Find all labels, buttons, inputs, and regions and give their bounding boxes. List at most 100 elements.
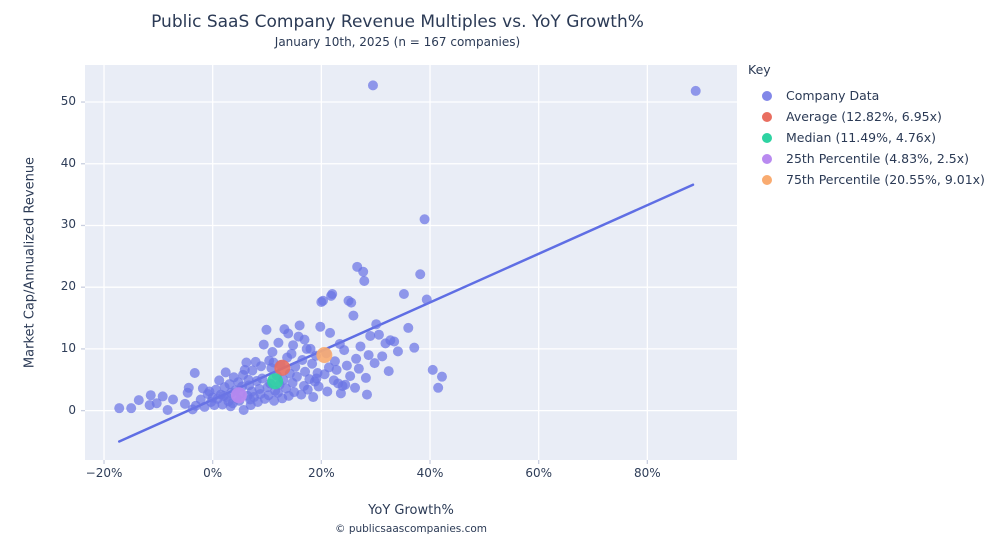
legend-item-label: 25th Percentile (4.83%, 2.5x) [786,151,970,166]
scatter-point[interactable] [322,386,333,397]
scatter-point[interactable] [290,361,301,372]
scatter-point[interactable] [371,319,382,330]
scatter-point[interactable] [300,366,311,377]
scatter-point[interactable] [345,371,356,382]
scatter-point[interactable] [403,322,414,333]
scatter-point[interactable] [151,398,162,409]
scatter-point[interactable] [331,364,342,375]
scatter-point[interactable] [323,362,334,373]
scatter-point[interactable] [346,297,357,308]
legend-item-average[interactable]: Average (12.82%, 6.95x) [748,106,985,127]
scatter-point[interactable] [315,321,326,332]
scatter-point[interactable] [317,295,328,306]
scatter-point[interactable] [258,339,269,350]
scatter-point[interactable] [238,405,249,416]
scatter-point[interactable] [257,373,268,384]
scatter-point[interactable] [360,372,371,383]
scatter-point[interactable] [283,328,294,339]
y-tick-label: 20 [60,279,76,294]
page-title: Public SaaS Company Revenue Multiples vs… [151,12,644,32]
scatter-point[interactable] [369,358,380,369]
scatter-point[interactable] [189,367,200,378]
scatter-point[interactable] [419,214,430,225]
scatter-point[interactable] [247,365,258,376]
scatter-point[interactable] [302,384,313,395]
scatter-point[interactable] [297,355,308,366]
scatter-point[interactable] [299,334,310,345]
scatter-point[interactable] [361,389,372,400]
scatter-point[interactable] [183,382,194,393]
scatter-point[interactable] [373,329,384,340]
scatter-point[interactable] [157,391,168,402]
marker-average[interactable] [274,359,291,376]
scatter-point[interactable] [305,343,316,354]
scatter-point[interactable] [409,342,420,353]
scatter-point[interactable] [389,336,400,347]
scatter-point[interactable] [358,266,369,277]
scatter-point[interactable] [162,405,173,416]
legend-marker-icon [762,132,772,143]
scatter-point[interactable] [313,381,324,392]
scatter-point[interactable] [220,367,231,378]
scatter-point[interactable] [179,398,190,409]
scatter-point[interactable] [145,390,156,401]
scatter-point[interactable] [340,379,351,390]
scatter-point[interactable] [690,85,701,96]
scatter-point[interactable] [351,353,362,364]
scatter-point[interactable] [126,403,137,414]
scatter-point[interactable] [291,371,302,382]
scatter-point[interactable] [383,366,394,377]
scatter-point[interactable] [427,364,438,375]
legend: Key Company Data Average (12.82%, 6.95x) M… [748,62,985,190]
scatter-point[interactable] [307,358,318,369]
scatter-point[interactable] [421,294,432,305]
legend-item-25th-percentile[interactable]: 25th Percentile (4.83%, 2.5x) [748,148,985,169]
scatter-point[interactable] [327,288,338,299]
scatter-point[interactable] [367,80,378,91]
scatter-point[interactable] [392,346,403,357]
scatter-point[interactable] [261,324,272,335]
legend-marker-icon [762,90,772,101]
scatter-point[interactable] [355,341,366,352]
scatter-point[interactable] [133,395,144,406]
marker-median[interactable] [267,373,284,390]
scatter-point[interactable] [325,327,336,338]
scatter-point[interactable] [288,340,299,351]
marker-25th-percentile[interactable] [230,387,247,404]
scatter-point[interactable] [339,345,350,356]
scatter-point[interactable] [214,375,225,386]
scatter-point[interactable] [195,394,206,405]
scatter-point[interactable] [269,395,280,406]
scatter-point[interactable] [168,394,179,405]
scatter-point[interactable] [294,320,305,331]
scatter-point[interactable] [308,392,319,403]
legend-item-median[interactable]: Median (11.49%, 4.76x) [748,127,985,148]
scatter-point[interactable] [267,346,278,357]
x-tick-label: 60% [525,466,552,480]
scatter-point[interactable] [350,382,361,393]
scatter-point[interactable] [341,360,352,371]
scatter-point[interactable] [415,269,426,280]
scatter-point[interactable] [329,356,340,367]
legend-item-company-data[interactable]: Company Data [748,85,985,106]
scatter-point[interactable] [359,276,370,287]
scatter-point[interactable] [114,403,125,414]
scatter-point[interactable] [433,382,444,393]
scatter-point[interactable] [273,337,284,348]
y-tick-label: 50 [60,94,76,109]
x-tick-label: 40% [416,466,444,480]
scatter-point[interactable] [377,351,388,362]
scatter-point[interactable] [256,361,267,372]
scatter-point[interactable] [436,371,447,382]
marker-75th-percentile[interactable] [316,347,333,364]
scatter-point[interactable] [398,288,409,299]
legend-item-75th-percentile[interactable]: 75th Percentile (20.55%, 9.01x) [748,169,985,190]
scatter-point[interactable] [286,348,297,359]
scatter-point[interactable] [365,330,376,341]
legend-item-label: Median (11.49%, 4.76x) [786,130,937,145]
scatter-point[interactable] [241,357,252,368]
scatter-point[interactable] [348,310,359,321]
y-tick-label: 40 [60,155,76,170]
scatter-point[interactable] [363,350,374,361]
scatter-point[interactable] [353,363,364,374]
